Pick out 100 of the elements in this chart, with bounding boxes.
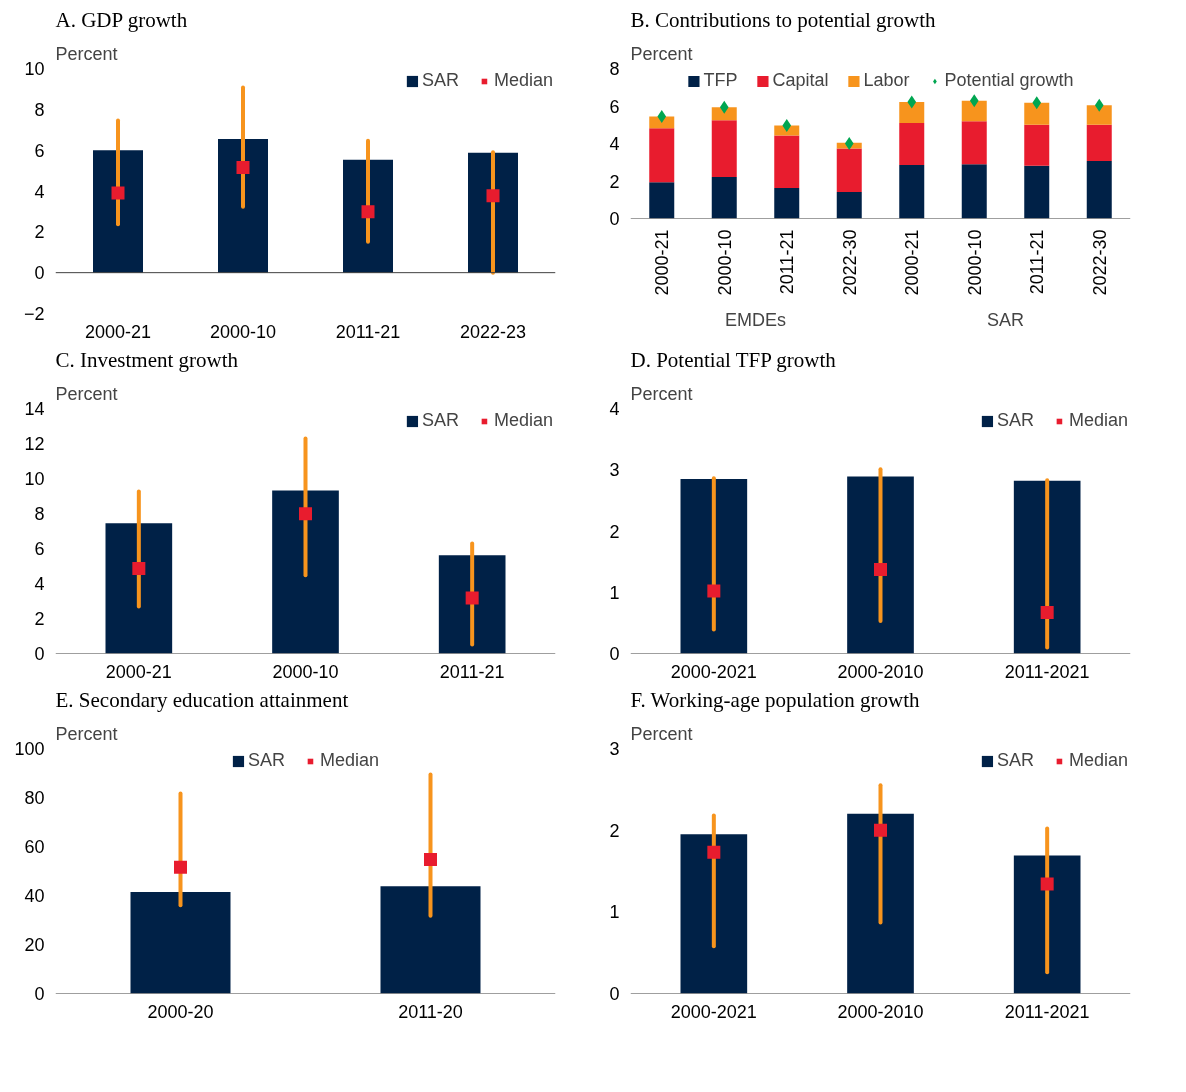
- y-tick-label: 4: [34, 181, 45, 202]
- point: [874, 823, 887, 837]
- bar: [899, 165, 925, 219]
- bar: [961, 100, 987, 122]
- bar: [218, 138, 268, 273]
- chart-title: D. Potential TFP growth: [630, 347, 837, 372]
- y-tick-label: 8: [34, 99, 45, 120]
- point: [361, 205, 375, 219]
- chart-title: B. Contributions to potential growth: [630, 7, 937, 32]
- bar: [343, 159, 393, 273]
- x-tick-label: 2022-23: [459, 321, 527, 342]
- point: [486, 189, 500, 203]
- bar: [836, 148, 862, 193]
- y-tick-label: 0: [34, 644, 45, 664]
- y-tick-label: 4: [609, 399, 620, 419]
- y-axis-title: Percent: [55, 723, 118, 744]
- y-tick-label: 6: [609, 96, 620, 117]
- y-tick-label: 2: [609, 521, 620, 542]
- point: [782, 119, 792, 132]
- y-tick-label: 1: [609, 902, 620, 923]
- y-tick-label: 8: [34, 504, 45, 524]
- legend-label: SAR: [996, 410, 1034, 431]
- bar: [836, 192, 862, 219]
- point: [719, 100, 729, 114]
- legend-label: Median: [1068, 410, 1128, 431]
- y-axis-title: Percent: [55, 43, 118, 64]
- y-tick-label: 0: [609, 984, 620, 1004]
- y-tick-label: 0: [609, 644, 620, 664]
- x-tick-label: 2011-21: [335, 321, 401, 342]
- bar: [438, 555, 506, 654]
- point: [707, 584, 721, 598]
- y-tick-label: 0: [34, 984, 45, 1004]
- legend-label: SAR: [247, 750, 285, 771]
- bar: [680, 834, 748, 994]
- point: [969, 94, 979, 108]
- legend-label: Median: [1068, 750, 1128, 771]
- bar: [961, 164, 987, 219]
- x-tick-label: 2000-2021: [670, 1001, 757, 1022]
- y-tick-label: 60: [24, 837, 45, 857]
- legend-label: Median: [319, 750, 380, 771]
- y-tick-label: 12: [24, 434, 45, 454]
- bar: [649, 128, 675, 183]
- bar: [272, 490, 339, 654]
- point: [1040, 605, 1054, 619]
- bar: [1013, 855, 1081, 994]
- x-tick-label: 2000-10: [209, 321, 277, 342]
- point: [844, 137, 854, 150]
- bar: [899, 123, 925, 166]
- y-tick-label: −2: [23, 304, 45, 324]
- bar: [1086, 105, 1112, 125]
- legend-label: SAR: [421, 410, 459, 431]
- x-tick-label: 2011-21: [439, 661, 505, 682]
- y-tick-label: 10: [24, 469, 45, 489]
- bar: [1086, 160, 1112, 219]
- point: [132, 561, 146, 575]
- bar: [1024, 124, 1050, 166]
- bar: [93, 150, 143, 273]
- y-tick-label: 14: [24, 399, 45, 419]
- x-tick-label: 2000-10: [272, 661, 339, 682]
- legend-label: SAR: [421, 70, 459, 91]
- bar: [961, 121, 987, 165]
- y-tick-label: 20: [24, 935, 45, 955]
- y-tick-label: 1: [609, 582, 620, 603]
- bar: [1024, 102, 1050, 125]
- bar: [1086, 124, 1112, 161]
- y-tick-label: 0: [34, 263, 45, 284]
- point: [1094, 98, 1104, 112]
- point: [657, 110, 667, 123]
- legend-label: Median: [493, 410, 553, 431]
- bar: [711, 120, 737, 177]
- bar: [1024, 165, 1050, 219]
- point: [465, 591, 479, 605]
- x-tick-label: 2000-10: [714, 229, 735, 296]
- bar: [847, 813, 914, 994]
- x-tick-label: 2000-20: [147, 1001, 214, 1022]
- bar: [711, 176, 737, 219]
- bar: [774, 187, 800, 219]
- y-tick-label: 6: [34, 140, 45, 161]
- y-tick-label: 8: [609, 59, 620, 79]
- chart-title: C. Investment growth: [55, 347, 239, 372]
- x-tick-label: 2000-21: [105, 661, 172, 682]
- text: EMDEs: [725, 309, 787, 330]
- y-tick-label: 0: [609, 209, 620, 229]
- y-tick-label: 4: [609, 134, 620, 154]
- x-tick-label: 2000-21: [652, 229, 673, 296]
- point: [707, 845, 721, 859]
- y-axis-title: Percent: [630, 43, 693, 64]
- legend-label: Median: [493, 70, 553, 91]
- y-tick-label: 3: [609, 739, 620, 759]
- chart-title: A. GDP growth: [55, 7, 188, 32]
- point: [1040, 877, 1054, 891]
- y-tick-label: 2: [34, 222, 45, 243]
- y-tick-label: 6: [34, 539, 45, 559]
- x-tick-label: 2000-21: [84, 321, 152, 342]
- y-tick-label: 2: [34, 609, 45, 629]
- bar: [649, 182, 675, 219]
- chart-title: E. Secondary education attainment: [55, 687, 349, 712]
- bar: [899, 101, 925, 124]
- x-tick-label: 2011-21: [777, 229, 798, 295]
- point: [236, 161, 250, 175]
